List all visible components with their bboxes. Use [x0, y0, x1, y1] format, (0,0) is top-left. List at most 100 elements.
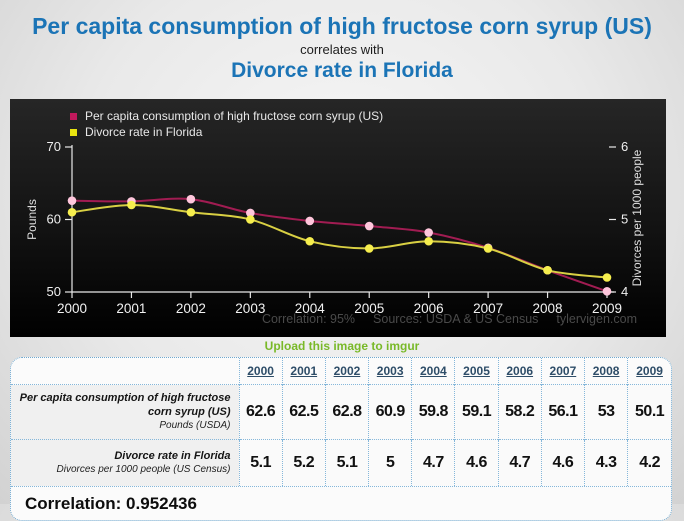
- data-table-container: 2000 2001 2002 2003 2004 2005 2006 2007 2008 2009…: [10, 357, 672, 521]
- left-axis-tick-label: 60: [47, 212, 61, 227]
- legend-item: Divorce rate in Florida: [70, 124, 383, 140]
- row-sublabel: Pounds (USDA): [159, 419, 231, 431]
- year-header[interactable]: 2007: [540, 358, 585, 385]
- data-point: [364, 221, 374, 231]
- data-point: [246, 208, 255, 218]
- table-value-cell: 4.2: [627, 439, 671, 486]
- year-header[interactable]: 2001: [281, 358, 326, 385]
- right-axis-tick-label: 4: [621, 284, 628, 299]
- table-value-cell: 60.9: [368, 384, 412, 440]
- table-row: Per capita consumption of high fructose …: [11, 384, 671, 440]
- x-axis-year-label: 2005: [354, 301, 384, 316]
- chart-sources-label: Sources: USDA & US Census: [373, 312, 538, 326]
- table-value-cell: 5.2: [281, 439, 326, 486]
- table-value-cell: 4.7: [497, 439, 542, 486]
- table-value-cell: 62.5: [281, 384, 326, 440]
- table-corner-cell: [11, 358, 239, 385]
- table-value-cell: 5.1: [324, 439, 369, 486]
- x-axis-year-label: 2002: [176, 301, 206, 316]
- right-axis-tick-label: 6: [621, 139, 628, 154]
- table-value-cell: 56.1: [540, 384, 585, 440]
- table-value-cell: 4.3: [583, 439, 628, 486]
- x-axis-year-label: 2001: [116, 301, 146, 316]
- table-value-cell: 53: [583, 384, 628, 440]
- data-point: [364, 244, 374, 253]
- year-header[interactable]: 2005: [454, 358, 499, 385]
- correlation-chart: 50 60 70 4 5 6 2000 2001 2002 2003 2004 2005 2006 200…: [10, 99, 666, 337]
- chart-correlation-label: Correlation: 95%: [262, 312, 355, 326]
- data-point: [67, 196, 77, 205]
- x-axis-year-label: 2006: [414, 301, 444, 316]
- imgur-link-row: Upload this image to imgur: [0, 337, 684, 354]
- data-point: [127, 200, 136, 210]
- left-axis-title: Pounds: [25, 199, 39, 240]
- series-left: [67, 194, 612, 296]
- page-title: Per capita consumption of high fructose …: [32, 13, 652, 39]
- row-sublabel: Divorces per 1000 people (US Census): [56, 463, 231, 475]
- table-value-cell: 62.6: [238, 384, 283, 440]
- left-axis-tick-label: 70: [47, 139, 61, 154]
- data-point: [602, 273, 612, 282]
- x-axis-year-label: 2004: [295, 301, 326, 316]
- data-point: [186, 194, 196, 204]
- row-label: Divorce rate in Florida: [114, 449, 231, 462]
- row-label: Per capita consumption of high fructose …: [19, 392, 231, 418]
- data-point: [424, 228, 433, 237]
- data-point: [602, 286, 612, 296]
- table-header-row: 2000 2001 2002 2003 2004 2005 2006 2007 2008 2009: [11, 358, 671, 385]
- table-value-cell: 58.2: [497, 384, 542, 440]
- correlation-value: Correlation: 0.952436: [11, 486, 671, 520]
- data-table: 2000 2001 2002 2003 2004 2005 2006 2007 2008 2009…: [11, 358, 671, 486]
- legend-item: Per capita consumption of high fructose …: [70, 108, 383, 124]
- chart-footer: Correlation: 95% Sources: USDA & US Censu…: [262, 312, 637, 326]
- table-value-cell: 4.7: [411, 439, 455, 486]
- series-right: [67, 200, 612, 282]
- imgur-upload-link[interactable]: Upload this image to imgur: [264, 339, 420, 353]
- table-value-cell: 62.8: [324, 384, 369, 440]
- x-axis-year-label: 2003: [235, 301, 265, 316]
- table-value-cell: 50.1: [627, 384, 671, 440]
- table-value-cell: 4.6: [540, 439, 585, 486]
- tylervigen-link[interactable]: tylervigen.com: [556, 312, 637, 326]
- table-value-cell: 59.8: [411, 384, 455, 440]
- left-axis-tick-label: 50: [47, 284, 61, 299]
- x-axis-year-label: 2000: [57, 301, 87, 316]
- chart-legend: Per capita consumption of high fructose …: [70, 108, 383, 140]
- page-header: Per capita consumption of high fructose …: [0, 0, 684, 99]
- legend-swatch-icon: [70, 128, 77, 136]
- axes: 50 60 70 4 5 6 2000 2001 2002 2003 2004 2005 2006 200…: [25, 139, 644, 316]
- year-header[interactable]: 2003: [368, 358, 412, 385]
- data-point: [483, 244, 493, 253]
- right-axis-tick-label: 5: [621, 212, 628, 227]
- legend-label: Per capita consumption of high fructose …: [85, 109, 384, 123]
- legend-swatch-icon: [70, 112, 77, 120]
- correlation-chart-svg: 50 60 70 4 5 6 2000 2001 2002 2003 2004 2005 2006 200…: [25, 139, 644, 326]
- year-header[interactable]: 2000: [238, 358, 283, 385]
- year-header[interactable]: 2002: [324, 358, 369, 385]
- x-axis-year-label: 2008: [533, 301, 563, 316]
- x-axis-year-label: 2007: [473, 301, 503, 316]
- page-subtitle: Divorce rate in Florida: [231, 59, 453, 83]
- year-header[interactable]: 2009: [627, 358, 671, 385]
- row-label-cell: Divorce rate in Florida Divorces per 1000…: [11, 439, 239, 486]
- table-value-cell: 5: [368, 439, 412, 486]
- table-row: Divorce rate in Florida Divorces per 1000…: [11, 439, 671, 486]
- title-connector: correlates with: [300, 42, 384, 58]
- data-point: [67, 207, 77, 217]
- table-value-cell: 59.1: [454, 384, 499, 440]
- data-point: [305, 236, 315, 246]
- x-axis-year-label: 2009: [592, 301, 622, 316]
- data-point: [543, 265, 552, 275]
- table-value-cell: 5.1: [238, 439, 283, 486]
- year-header[interactable]: 2004: [411, 358, 455, 385]
- data-point: [186, 207, 196, 217]
- legend-label: Divorce rate in Florida: [85, 125, 203, 139]
- right-axis-title: Divorces per 1000 people: [630, 149, 644, 286]
- data-point: [305, 216, 315, 226]
- data-point: [424, 236, 433, 246]
- table-value-cell: 4.6: [454, 439, 499, 486]
- year-header[interactable]: 2006: [497, 358, 542, 385]
- data-point: [246, 215, 255, 224]
- year-header[interactable]: 2008: [583, 358, 628, 385]
- row-label-cell: Per capita consumption of high fructose …: [11, 384, 239, 440]
